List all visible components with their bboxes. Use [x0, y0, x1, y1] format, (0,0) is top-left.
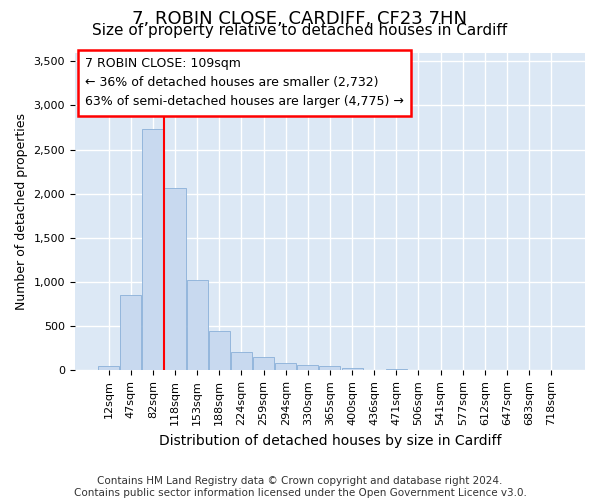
Bar: [187, 280, 208, 370]
Bar: [209, 330, 230, 370]
Y-axis label: Number of detached properties: Number of detached properties: [15, 113, 28, 310]
Bar: [164, 188, 185, 370]
Text: Size of property relative to detached houses in Cardiff: Size of property relative to detached ho…: [92, 22, 508, 38]
Bar: [120, 296, 141, 370]
Bar: [98, 366, 119, 370]
Text: Contains HM Land Registry data © Crown copyright and database right 2024.
Contai: Contains HM Land Registry data © Crown c…: [74, 476, 526, 498]
Bar: [341, 368, 362, 370]
Bar: [253, 357, 274, 370]
Text: 7, ROBIN CLOSE, CARDIFF, CF23 7HN: 7, ROBIN CLOSE, CARDIFF, CF23 7HN: [133, 10, 467, 28]
Bar: [386, 368, 407, 370]
Text: 7 ROBIN CLOSE: 109sqm
← 36% of detached houses are smaller (2,732)
63% of semi-d: 7 ROBIN CLOSE: 109sqm ← 36% of detached …: [85, 58, 404, 108]
Bar: [275, 364, 296, 370]
Bar: [231, 352, 252, 370]
X-axis label: Distribution of detached houses by size in Cardiff: Distribution of detached houses by size …: [159, 434, 501, 448]
Bar: [142, 130, 163, 370]
Bar: [319, 366, 340, 370]
Bar: [298, 364, 319, 370]
